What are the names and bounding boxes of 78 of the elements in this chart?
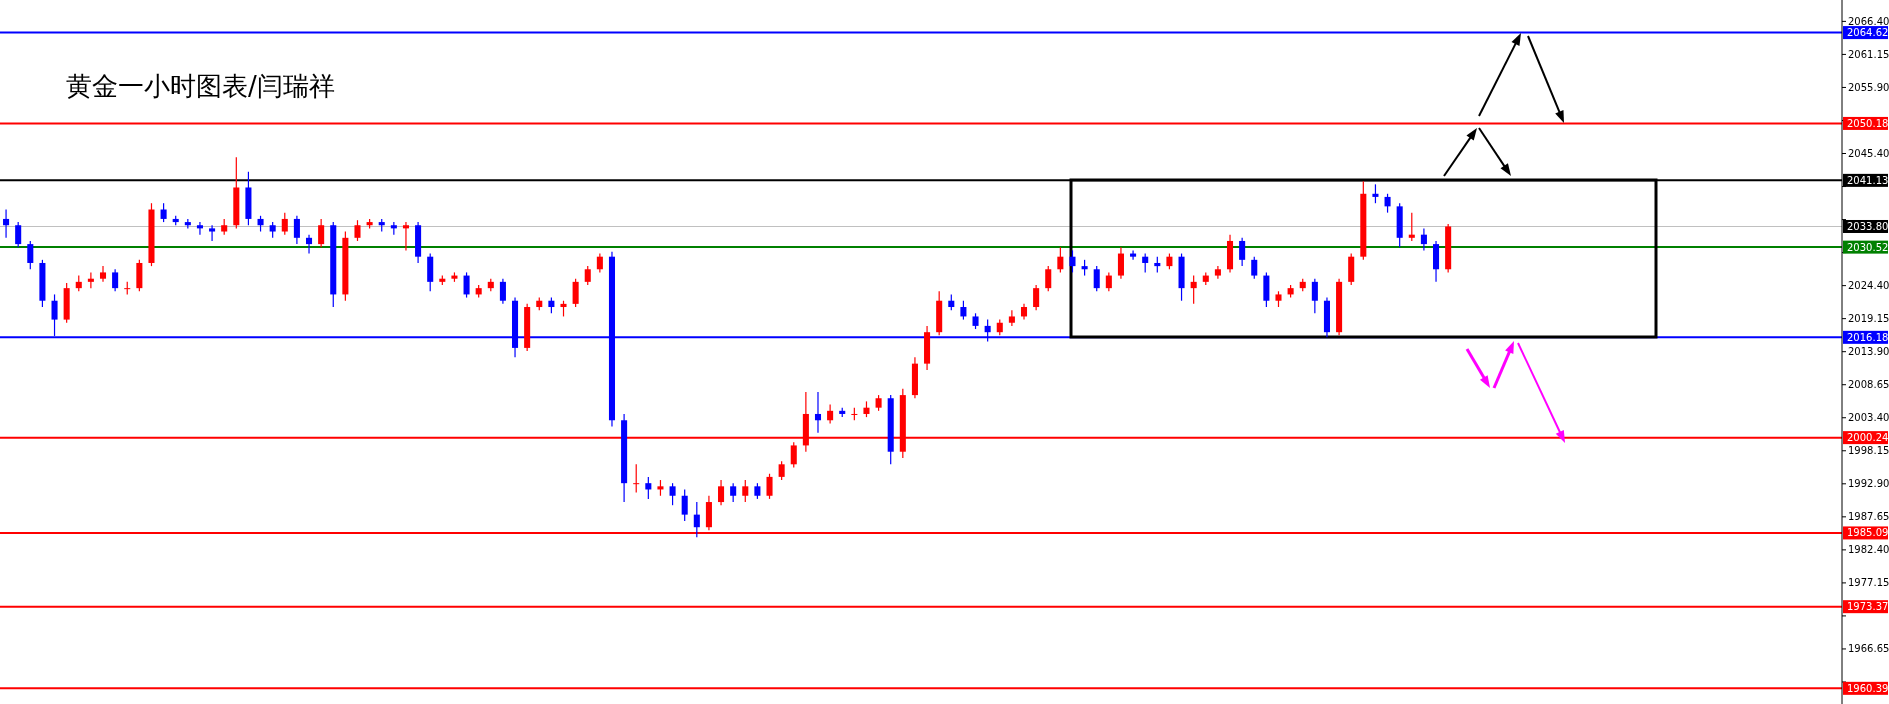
candlestick: [645, 476, 652, 500]
candlestick: [3, 208, 10, 239]
candlestick: [87, 271, 94, 289]
y-tick-label: 2055.90: [1848, 81, 1889, 93]
y-tick-label: 2066.40: [1848, 15, 1889, 27]
candlestick: [1190, 274, 1197, 305]
ref-line-label: 2000.24: [1847, 432, 1889, 444]
candlestick: [196, 221, 203, 236]
y-tick-label: 1987.65: [1848, 511, 1889, 523]
y-tick-label: 1977.15: [1848, 577, 1889, 589]
y-tick-label: 2008.65: [1848, 379, 1889, 391]
candlestick: [1093, 265, 1100, 292]
candlestick: [596, 252, 603, 274]
candlestick: [1008, 309, 1015, 327]
ref-line-label: 2030.52: [1847, 241, 1889, 253]
candlestick: [305, 234, 313, 255]
candlestick: [1069, 249, 1076, 274]
ref-line-label: 2064.62: [1847, 27, 1889, 39]
y-tick-label: 1998.15: [1848, 445, 1889, 457]
candlestick: [1105, 271, 1112, 292]
candlestick: [1239, 237, 1246, 267]
y-tick-label: 1982.40: [1848, 544, 1889, 556]
candlestick: [402, 221, 409, 251]
candlestick: [1420, 227, 1427, 251]
candlestick: [1057, 246, 1064, 274]
candlestick: [730, 482, 737, 503]
candlestick: [293, 215, 300, 245]
candlestick: [1384, 193, 1391, 214]
candlestick: [354, 219, 361, 242]
candlestick: [499, 278, 506, 305]
ref-line-label: 2016.18: [1847, 331, 1889, 343]
candlestick: [281, 212, 288, 236]
candlestick: [15, 221, 22, 248]
candlestick: [1251, 256, 1258, 280]
candlestick: [742, 479, 749, 503]
candlestick: [827, 403, 834, 425]
candlestick: [1142, 252, 1149, 274]
candlestick: [318, 218, 325, 248]
candlestick: [718, 479, 725, 506]
y-tick-label: 2024.40: [1848, 280, 1889, 292]
candlestick: [1130, 249, 1137, 261]
ref-line-label: 1985.09: [1847, 527, 1889, 539]
candlestick: [1408, 212, 1415, 242]
candlestick: [99, 265, 107, 283]
candlestick: [209, 224, 216, 242]
y-tick-label: 2045.40: [1848, 148, 1889, 160]
y-tick-label: 2061.15: [1848, 48, 1889, 60]
text: 黄金一小时图表/闫瑞祥: [66, 71, 335, 101]
candlestick: [681, 488, 688, 522]
ref-line-label: 1960.39: [1847, 682, 1889, 694]
candlestick: [27, 240, 34, 270]
ref-line-label: 2033.80: [1847, 220, 1889, 232]
candlestick: [693, 501, 700, 538]
candlestick: [584, 265, 591, 286]
candlestick: [960, 300, 967, 321]
candlestick: [790, 441, 797, 469]
candlestick: [1311, 278, 1318, 314]
candlestick: [814, 391, 822, 434]
ref-line-label: 1973.37: [1847, 601, 1889, 613]
candlestick: [669, 482, 676, 506]
candlestick: [1372, 183, 1379, 204]
candlestick: [633, 463, 640, 494]
candlestick: [778, 460, 785, 481]
candlestick: [160, 202, 167, 223]
y-tick-label: 1992.90: [1848, 478, 1889, 490]
ref-line-label: 2041.13: [1847, 174, 1889, 186]
y-tick-label: 1966.65: [1848, 643, 1889, 655]
candlestick: [766, 473, 773, 500]
candlestick: [1045, 265, 1052, 292]
candlestick: [1033, 284, 1040, 311]
ref-line-label: 2050.18: [1847, 117, 1889, 129]
y-tick-label: 2019.15: [1848, 313, 1889, 325]
candlestick: [112, 268, 119, 292]
y-tick-label: 2013.90: [1848, 346, 1889, 358]
candlestick: [1117, 246, 1124, 280]
y-tick-label: 2003.40: [1848, 412, 1889, 424]
candlestick: [463, 271, 470, 299]
candlestick: [572, 278, 579, 308]
